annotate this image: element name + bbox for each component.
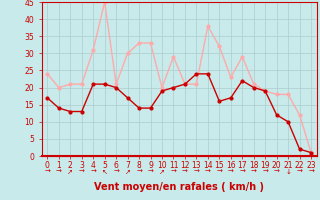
Text: →: → — [274, 169, 280, 175]
Text: →: → — [56, 169, 62, 175]
Text: 5: 5 — [102, 161, 107, 170]
Text: 21: 21 — [284, 161, 293, 170]
Text: ↗: ↗ — [159, 169, 165, 175]
Text: ↖: ↖ — [102, 169, 108, 175]
Text: 0: 0 — [45, 161, 50, 170]
Text: 4: 4 — [91, 161, 96, 170]
Text: 9: 9 — [148, 161, 153, 170]
Text: 14: 14 — [203, 161, 213, 170]
Text: 16: 16 — [226, 161, 236, 170]
Text: 15: 15 — [214, 161, 224, 170]
Text: 2: 2 — [68, 161, 73, 170]
Text: 6: 6 — [114, 161, 119, 170]
Text: 8: 8 — [137, 161, 141, 170]
Text: →: → — [216, 169, 222, 175]
Text: Vent moyen/en rafales ( km/h ): Vent moyen/en rafales ( km/h ) — [94, 182, 264, 192]
Text: →: → — [251, 169, 257, 175]
Text: →: → — [171, 169, 176, 175]
Text: →: → — [113, 169, 119, 175]
Text: ↗: ↗ — [67, 169, 73, 175]
Text: ↓: ↓ — [285, 169, 291, 175]
Text: →: → — [148, 169, 154, 175]
Text: →: → — [239, 169, 245, 175]
Text: 11: 11 — [169, 161, 178, 170]
Text: →: → — [308, 169, 314, 175]
Text: 23: 23 — [306, 161, 316, 170]
Text: 20: 20 — [272, 161, 282, 170]
Text: 10: 10 — [157, 161, 167, 170]
Text: →: → — [262, 169, 268, 175]
Text: 13: 13 — [192, 161, 201, 170]
Text: →: → — [90, 169, 96, 175]
Text: 22: 22 — [295, 161, 304, 170]
Text: 18: 18 — [249, 161, 259, 170]
Text: →: → — [79, 169, 85, 175]
Text: 3: 3 — [79, 161, 84, 170]
Text: →: → — [136, 169, 142, 175]
Text: →: → — [297, 169, 302, 175]
Text: →: → — [228, 169, 234, 175]
Text: →: → — [194, 169, 199, 175]
Text: 19: 19 — [260, 161, 270, 170]
Text: 12: 12 — [180, 161, 190, 170]
Text: →: → — [205, 169, 211, 175]
Text: 7: 7 — [125, 161, 130, 170]
Text: →: → — [182, 169, 188, 175]
Text: 1: 1 — [56, 161, 61, 170]
Text: →: → — [44, 169, 50, 175]
Text: ↗: ↗ — [125, 169, 131, 175]
Text: 17: 17 — [237, 161, 247, 170]
